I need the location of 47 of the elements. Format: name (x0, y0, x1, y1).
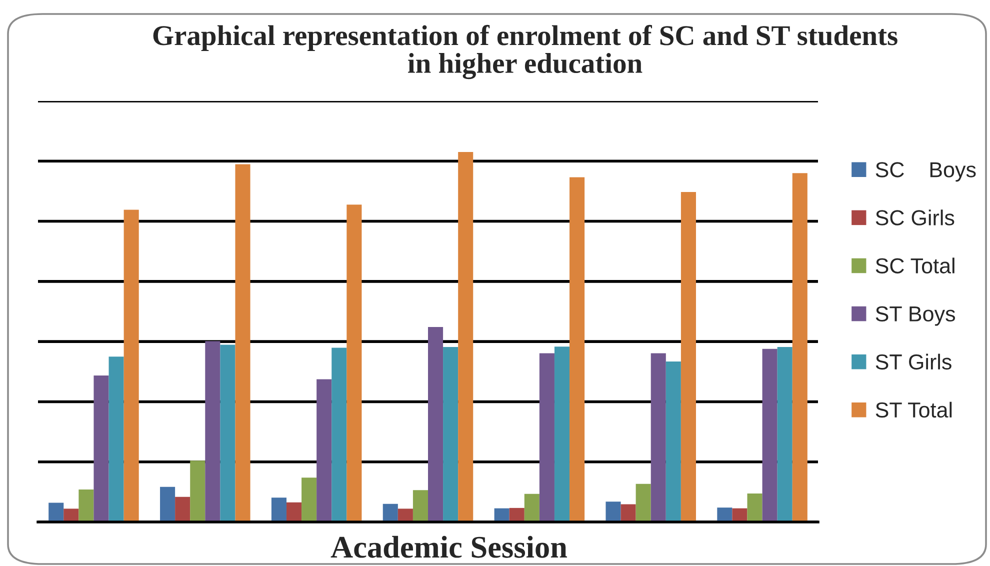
bar (412, 490, 428, 522)
bar (524, 494, 540, 522)
bar (777, 347, 792, 522)
bar (190, 460, 206, 522)
bar (554, 346, 570, 522)
bar (428, 327, 444, 522)
legend-label: ST Boys (876, 306, 956, 326)
legend-label: SC Girls (876, 210, 954, 226)
bar (443, 347, 458, 522)
bar (570, 177, 585, 522)
bar (539, 353, 554, 522)
bar (94, 376, 109, 522)
bar (48, 502, 64, 522)
bar (286, 502, 302, 522)
bar (620, 504, 636, 522)
legend-label: SC Total (876, 258, 954, 274)
bar (316, 379, 332, 522)
bar (398, 508, 413, 522)
bar (747, 494, 762, 522)
bar (108, 356, 124, 522)
bar (78, 489, 94, 522)
bar (160, 486, 176, 522)
bar (302, 478, 317, 522)
bar (220, 344, 236, 522)
legend-label: SC Boys (876, 162, 976, 182)
bar (666, 361, 681, 522)
bar (762, 348, 778, 522)
bar (382, 504, 398, 522)
bar (650, 353, 666, 522)
legend-label: ST Girls (876, 354, 952, 370)
bar (205, 341, 220, 522)
bar (680, 192, 696, 522)
legend-label: ST Total (876, 402, 952, 418)
bar (235, 164, 250, 522)
bar (124, 210, 139, 522)
x-axis-title: Academic Session (330, 536, 568, 558)
bar (636, 484, 651, 522)
bar (346, 204, 362, 522)
bar (175, 496, 190, 522)
bar (332, 348, 347, 522)
bar (606, 502, 621, 522)
chart-title: Graphical representation of enrolment of SC and ST students in higher education (153, 24, 898, 80)
bar (792, 173, 808, 522)
bar (717, 508, 732, 522)
bar (64, 508, 79, 522)
bar (458, 152, 474, 522)
bar (271, 498, 286, 522)
